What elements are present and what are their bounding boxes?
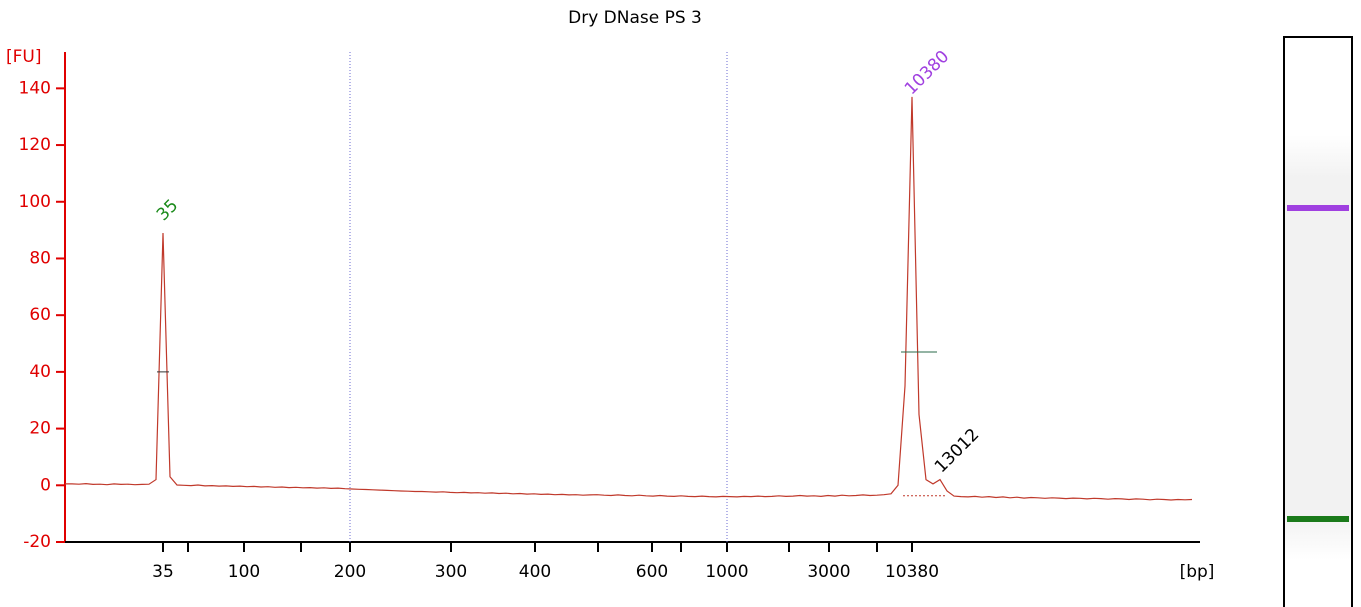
y-tick-label: 140: [19, 78, 51, 98]
x-tick-label: 400: [519, 562, 551, 582]
y-tick-label: 100: [19, 192, 51, 212]
y-tick-label: 60: [29, 305, 51, 325]
y-tick-label: 40: [29, 362, 51, 382]
y-tick-label: -20: [23, 532, 51, 552]
gel-background: [1285, 135, 1351, 560]
gel-band: [1287, 516, 1349, 522]
y-axis-label: [FU]: [6, 47, 42, 67]
x-tick-label: 600: [636, 562, 668, 582]
x-tick-label: 3000: [807, 562, 850, 582]
y-tick-label: 80: [29, 248, 51, 268]
x-tick-label: 100: [228, 562, 260, 582]
peak-label: 10380: [901, 47, 953, 99]
y-tick-label: 120: [19, 135, 51, 155]
gel-band: [1287, 205, 1349, 211]
x-tick-label: 35: [152, 562, 174, 582]
y-tick-label: 0: [40, 475, 51, 495]
x-tick-label: 200: [334, 562, 366, 582]
x-tick-label: 300: [435, 562, 467, 582]
peak-label: 13012: [931, 425, 983, 477]
trace: [65, 96, 1193, 501]
x-axis-label: [bp]: [1180, 562, 1215, 582]
chart-title: Dry DNase PS 3: [568, 8, 702, 28]
y-tick-label: 20: [29, 419, 51, 439]
x-tick-label: 1000: [705, 562, 748, 582]
peak-label: 35: [153, 196, 182, 225]
x-tick-label: 10380: [885, 562, 939, 582]
